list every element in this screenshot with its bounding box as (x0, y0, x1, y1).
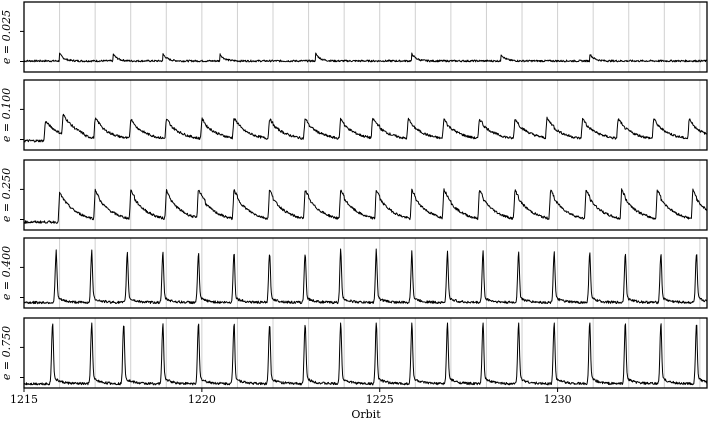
panel-3: e = 0.250 (0, 159, 708, 231)
panel-5: e = 0.750 (0, 317, 708, 389)
x-axis: 1215 1220 1225 1230 (10, 388, 572, 406)
x-tick-label: 1220 (188, 393, 216, 406)
x-tick-label: 1230 (544, 393, 572, 406)
x-axis-label: Orbit (351, 408, 381, 421)
panel-y-label: e = 0.250 (0, 168, 13, 222)
panel-y-label: e = 0.750 (0, 326, 13, 380)
panel-frame (23, 159, 708, 231)
panel-frame (23, 237, 708, 309)
panel-frame (23, 1, 708, 73)
series-line (23, 188, 708, 224)
series-line (23, 52, 708, 63)
series-line (23, 322, 708, 386)
panels-group: e = 0.025 e = 0.100 e = 0.250 e = 0.400 e = … (0, 1, 708, 389)
x-tick-label: 1225 (366, 393, 394, 406)
panel-y-label: e = 0.100 (0, 88, 13, 142)
panel-frame (23, 317, 708, 389)
panel-y-label: e = 0.400 (0, 246, 13, 300)
x-tick-label: 1215 (10, 393, 38, 406)
panel-y-label: e = 0.025 (0, 10, 13, 64)
panel-1: e = 0.025 (0, 1, 708, 73)
series-line (23, 248, 708, 305)
panel-2: e = 0.100 (0, 79, 708, 151)
panel-frame (23, 79, 708, 151)
panel-4: e = 0.400 (0, 237, 708, 309)
series-line (23, 113, 708, 143)
